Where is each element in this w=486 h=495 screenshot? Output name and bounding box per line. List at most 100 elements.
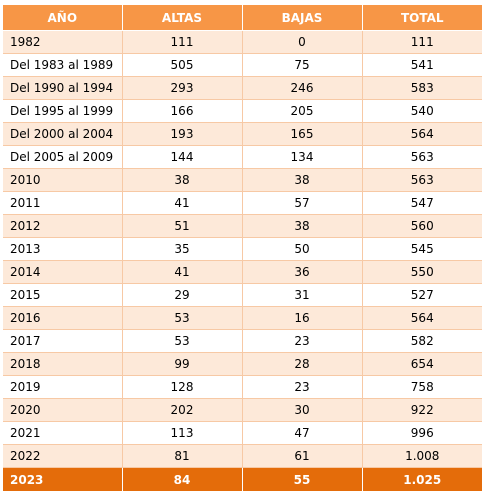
cell-ano: 2016 <box>3 306 123 330</box>
cell-total: 582 <box>362 329 482 353</box>
cell-altas: 113 <box>122 421 243 445</box>
cell-bajas: 47 <box>242 421 363 445</box>
table-row: 2012 51 38 560 <box>3 214 482 238</box>
cell-ano: Del 1983 al 1989 <box>3 53 123 77</box>
cell-total: 563 <box>362 168 482 192</box>
cell-ano: 2012 <box>3 214 123 238</box>
cell-total: 547 <box>362 191 482 215</box>
cell-bajas: 55 <box>242 467 363 491</box>
table-row: 1982 111 0 111 <box>3 30 482 54</box>
cell-total: 583 <box>362 76 482 100</box>
cell-altas: 53 <box>122 329 243 353</box>
table-row: 2020 202 30 922 <box>3 398 482 422</box>
cell-altas: 166 <box>122 99 243 123</box>
cell-bajas: 61 <box>242 444 363 468</box>
cell-bajas: 165 <box>242 122 363 146</box>
header-bajas: BAJAS <box>242 5 363 31</box>
cell-altas: 99 <box>122 352 243 376</box>
cell-total: 1.025 <box>362 467 482 491</box>
header-row: AÑO ALTAS BAJAS TOTAL <box>3 5 482 31</box>
cell-total: 563 <box>362 145 482 169</box>
cell-bajas: 0 <box>242 30 363 54</box>
cell-ano: 2011 <box>3 191 123 215</box>
cell-bajas: 134 <box>242 145 363 169</box>
cell-bajas: 57 <box>242 191 363 215</box>
cell-altas: 81 <box>122 444 243 468</box>
table-header: AÑO ALTAS BAJAS TOTAL <box>3 5 482 31</box>
cell-altas: 193 <box>122 122 243 146</box>
cell-ano: 2017 <box>3 329 123 353</box>
cell-bajas: 23 <box>242 329 363 353</box>
table-row: 2015 29 31 527 <box>3 283 482 307</box>
cell-total: 922 <box>362 398 482 422</box>
cell-total: 541 <box>362 53 482 77</box>
cell-altas: 41 <box>122 260 243 284</box>
cell-altas: 38 <box>122 168 243 192</box>
table-row: 2017 53 23 582 <box>3 329 482 353</box>
cell-altas: 111 <box>122 30 243 54</box>
header-altas: ALTAS <box>122 5 243 31</box>
table-row: 2019 128 23 758 <box>3 375 482 399</box>
cell-altas: 505 <box>122 53 243 77</box>
cell-altas: 41 <box>122 191 243 215</box>
cell-ano: 2014 <box>3 260 123 284</box>
table-row: Del 2000 al 2004 193 165 564 <box>3 122 482 146</box>
cell-ano: Del 1990 al 1994 <box>3 76 123 100</box>
cell-bajas: 31 <box>242 283 363 307</box>
cell-total: 996 <box>362 421 482 445</box>
table-row: Del 1995 al 1999 166 205 540 <box>3 99 482 123</box>
cell-ano: 2015 <box>3 283 123 307</box>
cell-altas: 144 <box>122 145 243 169</box>
cell-total: 111 <box>362 30 482 54</box>
table-row: 2016 53 16 564 <box>3 306 482 330</box>
cell-bajas: 30 <box>242 398 363 422</box>
cell-total: 564 <box>362 122 482 146</box>
cell-ano: 2019 <box>3 375 123 399</box>
altas-bajas-table: AÑO ALTAS BAJAS TOTAL 1982 111 0 111 Del 198… <box>3 5 482 491</box>
header-total: TOTAL <box>362 5 482 31</box>
table-row: 2010 38 38 563 <box>3 168 482 192</box>
cell-bajas: 38 <box>242 168 363 192</box>
cell-altas: 293 <box>122 76 243 100</box>
cell-altas: 53 <box>122 306 243 330</box>
cell-total: 758 <box>362 375 482 399</box>
table-row-last: 2023 84 55 1.025 <box>3 467 482 491</box>
cell-bajas: 246 <box>242 76 363 100</box>
cell-ano: Del 2000 al 2004 <box>3 122 123 146</box>
cell-bajas: 38 <box>242 214 363 238</box>
table-row: Del 1990 al 1994 293 246 583 <box>3 76 482 100</box>
table-row: 2022 81 61 1.008 <box>3 444 482 468</box>
cell-bajas: 28 <box>242 352 363 376</box>
cell-bajas: 23 <box>242 375 363 399</box>
table-body: 1982 111 0 111 Del 1983 al 1989 505 75 541 Del 1… <box>3 30 482 491</box>
cell-ano: 2020 <box>3 398 123 422</box>
cell-total: 550 <box>362 260 482 284</box>
cell-total: 527 <box>362 283 482 307</box>
cell-total: 560 <box>362 214 482 238</box>
table-row: 2014 41 36 550 <box>3 260 482 284</box>
table-row: 2011 41 57 547 <box>3 191 482 215</box>
cell-ano: 2023 <box>3 467 123 491</box>
header-ano: AÑO <box>3 5 123 31</box>
cell-total: 654 <box>362 352 482 376</box>
cell-ano: Del 2005 al 2009 <box>3 145 123 169</box>
cell-ano: 2013 <box>3 237 123 261</box>
cell-altas: 35 <box>122 237 243 261</box>
cell-bajas: 36 <box>242 260 363 284</box>
cell-ano: 2018 <box>3 352 123 376</box>
table-row: 2018 99 28 654 <box>3 352 482 376</box>
table-row: Del 1983 al 1989 505 75 541 <box>3 53 482 77</box>
cell-total: 540 <box>362 99 482 123</box>
cell-total: 564 <box>362 306 482 330</box>
cell-bajas: 16 <box>242 306 363 330</box>
cell-ano: Del 1995 al 1999 <box>3 99 123 123</box>
cell-bajas: 75 <box>242 53 363 77</box>
cell-ano: 2022 <box>3 444 123 468</box>
cell-altas: 202 <box>122 398 243 422</box>
cell-ano: 1982 <box>3 30 123 54</box>
cell-altas: 128 <box>122 375 243 399</box>
cell-altas: 84 <box>122 467 243 491</box>
cell-total: 1.008 <box>362 444 482 468</box>
table-row: 2021 113 47 996 <box>3 421 482 445</box>
